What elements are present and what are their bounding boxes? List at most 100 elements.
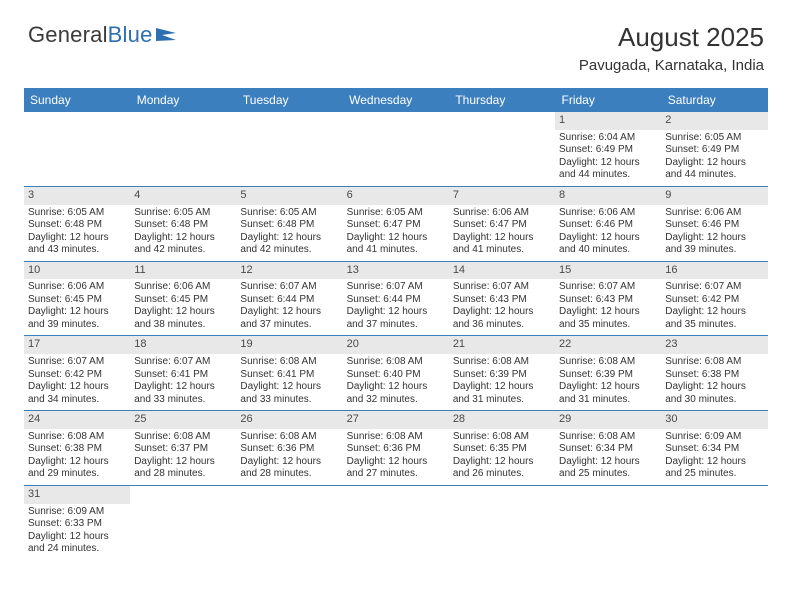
calendar-week-row: 3Sunrise: 6:05 AMSunset: 6:48 PMDaylight… (24, 186, 768, 261)
day-detail-line: Sunset: 6:44 PM (347, 294, 445, 307)
day-detail-line: Sunset: 6:36 PM (240, 443, 338, 456)
day-detail-line: Sunrise: 6:05 AM (347, 207, 445, 220)
day-detail-line: Daylight: 12 hours (559, 157, 657, 170)
day-detail-line: and 28 minutes. (134, 468, 232, 481)
calendar-day-cell: 1Sunrise: 6:04 AMSunset: 6:49 PMDaylight… (555, 112, 661, 186)
day-detail-line: Daylight: 12 hours (347, 306, 445, 319)
day-number: 25 (130, 411, 236, 429)
day-detail-line: and 33 minutes. (134, 394, 232, 407)
calendar-week-row: 31Sunrise: 6:09 AMSunset: 6:33 PMDayligh… (24, 485, 768, 559)
calendar-day-cell: 7Sunrise: 6:06 AMSunset: 6:47 PMDaylight… (449, 186, 555, 261)
day-number: 12 (236, 262, 342, 280)
logo: GeneralBlue (28, 22, 178, 48)
calendar-day-cell: 15Sunrise: 6:07 AMSunset: 6:43 PMDayligh… (555, 261, 661, 336)
day-number: 8 (555, 187, 661, 205)
calendar-day-cell: 30Sunrise: 6:09 AMSunset: 6:34 PMDayligh… (661, 411, 767, 486)
calendar-day-cell: 4Sunrise: 6:05 AMSunset: 6:48 PMDaylight… (130, 186, 236, 261)
day-detail-line: Sunrise: 6:07 AM (28, 356, 126, 369)
day-detail-line: Daylight: 12 hours (665, 157, 763, 170)
day-detail-line: and 34 minutes. (28, 394, 126, 407)
day-detail-line: Sunset: 6:48 PM (28, 219, 126, 232)
day-detail-line: Sunset: 6:41 PM (134, 369, 232, 382)
day-number: 4 (130, 187, 236, 205)
day-detail-line: and 35 minutes. (665, 319, 763, 332)
calendar-day-cell: 20Sunrise: 6:08 AMSunset: 6:40 PMDayligh… (343, 336, 449, 411)
day-detail-line: Sunset: 6:38 PM (28, 443, 126, 456)
day-detail-line: and 25 minutes. (665, 468, 763, 481)
calendar-body: 1Sunrise: 6:04 AMSunset: 6:49 PMDaylight… (24, 112, 768, 560)
day-number: 27 (343, 411, 449, 429)
day-detail-line: Sunrise: 6:07 AM (665, 281, 763, 294)
weekday-header: Wednesday (343, 88, 449, 112)
day-detail-line: Sunset: 6:48 PM (240, 219, 338, 232)
day-detail-line: Sunrise: 6:09 AM (665, 431, 763, 444)
day-detail-line: Daylight: 12 hours (559, 381, 657, 394)
day-detail-line: Daylight: 12 hours (559, 456, 657, 469)
day-number: 24 (24, 411, 130, 429)
page-header: GeneralBlue August 2025 Pavugada, Karnat… (0, 0, 792, 80)
day-detail-line: Sunrise: 6:07 AM (453, 281, 551, 294)
day-detail-line: Sunset: 6:33 PM (28, 518, 126, 531)
day-detail-line: and 25 minutes. (559, 468, 657, 481)
weekday-header: Monday (130, 88, 236, 112)
day-detail-line: Sunrise: 6:08 AM (28, 431, 126, 444)
day-detail-line: Sunrise: 6:08 AM (347, 356, 445, 369)
calendar-day-cell (130, 112, 236, 186)
day-detail-line: Daylight: 12 hours (134, 381, 232, 394)
day-number: 16 (661, 262, 767, 280)
day-detail-line: Daylight: 12 hours (665, 306, 763, 319)
day-detail-line: Daylight: 12 hours (240, 232, 338, 245)
day-detail-line: Sunset: 6:35 PM (453, 443, 551, 456)
calendar-day-cell: 25Sunrise: 6:08 AMSunset: 6:37 PMDayligh… (130, 411, 236, 486)
day-detail-line: and 40 minutes. (559, 244, 657, 257)
weekday-header: Saturday (661, 88, 767, 112)
day-detail-line: Sunset: 6:34 PM (665, 443, 763, 456)
day-detail-line: and 37 minutes. (240, 319, 338, 332)
day-detail-line: Sunrise: 6:08 AM (240, 356, 338, 369)
day-detail-line: Sunset: 6:34 PM (559, 443, 657, 456)
day-number: 5 (236, 187, 342, 205)
day-detail-line: Daylight: 12 hours (453, 306, 551, 319)
day-detail-line: Sunset: 6:43 PM (453, 294, 551, 307)
day-detail-line: and 39 minutes. (665, 244, 763, 257)
day-detail-line: Daylight: 12 hours (347, 232, 445, 245)
calendar-day-cell (343, 112, 449, 186)
day-detail-line: Sunset: 6:44 PM (240, 294, 338, 307)
day-number: 19 (236, 336, 342, 354)
day-detail-line: Sunrise: 6:05 AM (665, 132, 763, 145)
day-detail-line: Sunset: 6:43 PM (559, 294, 657, 307)
calendar-day-cell (236, 112, 342, 186)
day-number: 30 (661, 411, 767, 429)
day-detail-line: and 44 minutes. (665, 169, 763, 182)
day-detail-line: and 31 minutes. (559, 394, 657, 407)
day-detail-line: Sunset: 6:36 PM (347, 443, 445, 456)
day-detail-line: and 30 minutes. (665, 394, 763, 407)
day-detail-line: Daylight: 12 hours (240, 456, 338, 469)
day-detail-line: Sunset: 6:41 PM (240, 369, 338, 382)
day-detail-line: Daylight: 12 hours (665, 232, 763, 245)
title-block: August 2025 Pavugada, Karnataka, India (579, 22, 764, 74)
day-number: 22 (555, 336, 661, 354)
day-number: 11 (130, 262, 236, 280)
calendar-day-cell: 29Sunrise: 6:08 AMSunset: 6:34 PMDayligh… (555, 411, 661, 486)
day-detail-line: and 31 minutes. (453, 394, 551, 407)
day-number: 15 (555, 262, 661, 280)
calendar-day-cell: 24Sunrise: 6:08 AMSunset: 6:38 PMDayligh… (24, 411, 130, 486)
day-detail-line: Sunrise: 6:08 AM (240, 431, 338, 444)
day-number: 14 (449, 262, 555, 280)
day-detail-line: and 29 minutes. (28, 468, 126, 481)
day-number: 6 (343, 187, 449, 205)
day-detail-line: Daylight: 12 hours (240, 306, 338, 319)
day-number: 1 (555, 112, 661, 130)
day-detail-line: and 43 minutes. (28, 244, 126, 257)
day-number: 29 (555, 411, 661, 429)
day-detail-line: Sunrise: 6:06 AM (134, 281, 232, 294)
day-number: 13 (343, 262, 449, 280)
location-subtitle: Pavugada, Karnataka, India (579, 57, 764, 74)
day-detail-line: and 36 minutes. (453, 319, 551, 332)
calendar-header-row: Sunday Monday Tuesday Wednesday Thursday… (24, 88, 768, 112)
calendar-day-cell: 19Sunrise: 6:08 AMSunset: 6:41 PMDayligh… (236, 336, 342, 411)
day-detail-line: and 26 minutes. (453, 468, 551, 481)
calendar-day-cell: 5Sunrise: 6:05 AMSunset: 6:48 PMDaylight… (236, 186, 342, 261)
calendar-day-cell: 28Sunrise: 6:08 AMSunset: 6:35 PMDayligh… (449, 411, 555, 486)
